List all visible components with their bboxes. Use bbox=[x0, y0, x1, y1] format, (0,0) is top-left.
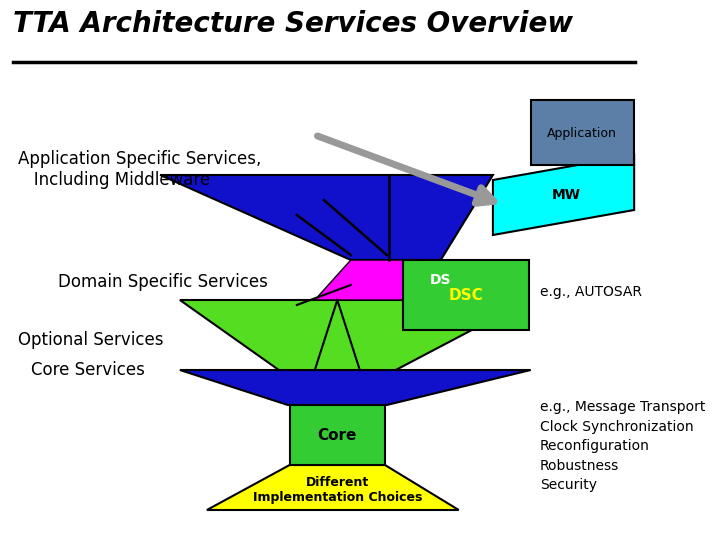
Text: Different
Implementation Choices: Different Implementation Choices bbox=[253, 476, 422, 504]
Bar bbox=[289, 405, 385, 465]
Text: MW: MW bbox=[552, 188, 581, 202]
Polygon shape bbox=[493, 155, 634, 235]
Polygon shape bbox=[160, 175, 493, 260]
Polygon shape bbox=[180, 300, 529, 370]
Text: e.g., AUTOSAR: e.g., AUTOSAR bbox=[540, 285, 642, 299]
Text: DSC: DSC bbox=[449, 287, 483, 302]
Text: Application: Application bbox=[547, 126, 617, 139]
Text: Core: Core bbox=[318, 428, 357, 442]
Text: e.g., Message Transport
Clock Synchronization
Reconfiguration
Robustness
Securit: e.g., Message Transport Clock Synchroniz… bbox=[540, 400, 705, 492]
Text: Domain Specific Services: Domain Specific Services bbox=[58, 273, 269, 291]
Polygon shape bbox=[315, 260, 529, 300]
Bar bbox=[403, 260, 529, 330]
Text: TTA Architecture Services Overview: TTA Architecture Services Overview bbox=[12, 10, 572, 38]
Text: Optional Services: Optional Services bbox=[18, 331, 163, 349]
Polygon shape bbox=[180, 370, 531, 405]
Text: Application Specific Services,
   Including Middleware: Application Specific Services, Including… bbox=[18, 150, 261, 189]
Text: Core Services: Core Services bbox=[32, 361, 145, 379]
Bar bbox=[531, 100, 634, 165]
Text: DS: DS bbox=[430, 273, 451, 287]
Polygon shape bbox=[207, 465, 459, 510]
